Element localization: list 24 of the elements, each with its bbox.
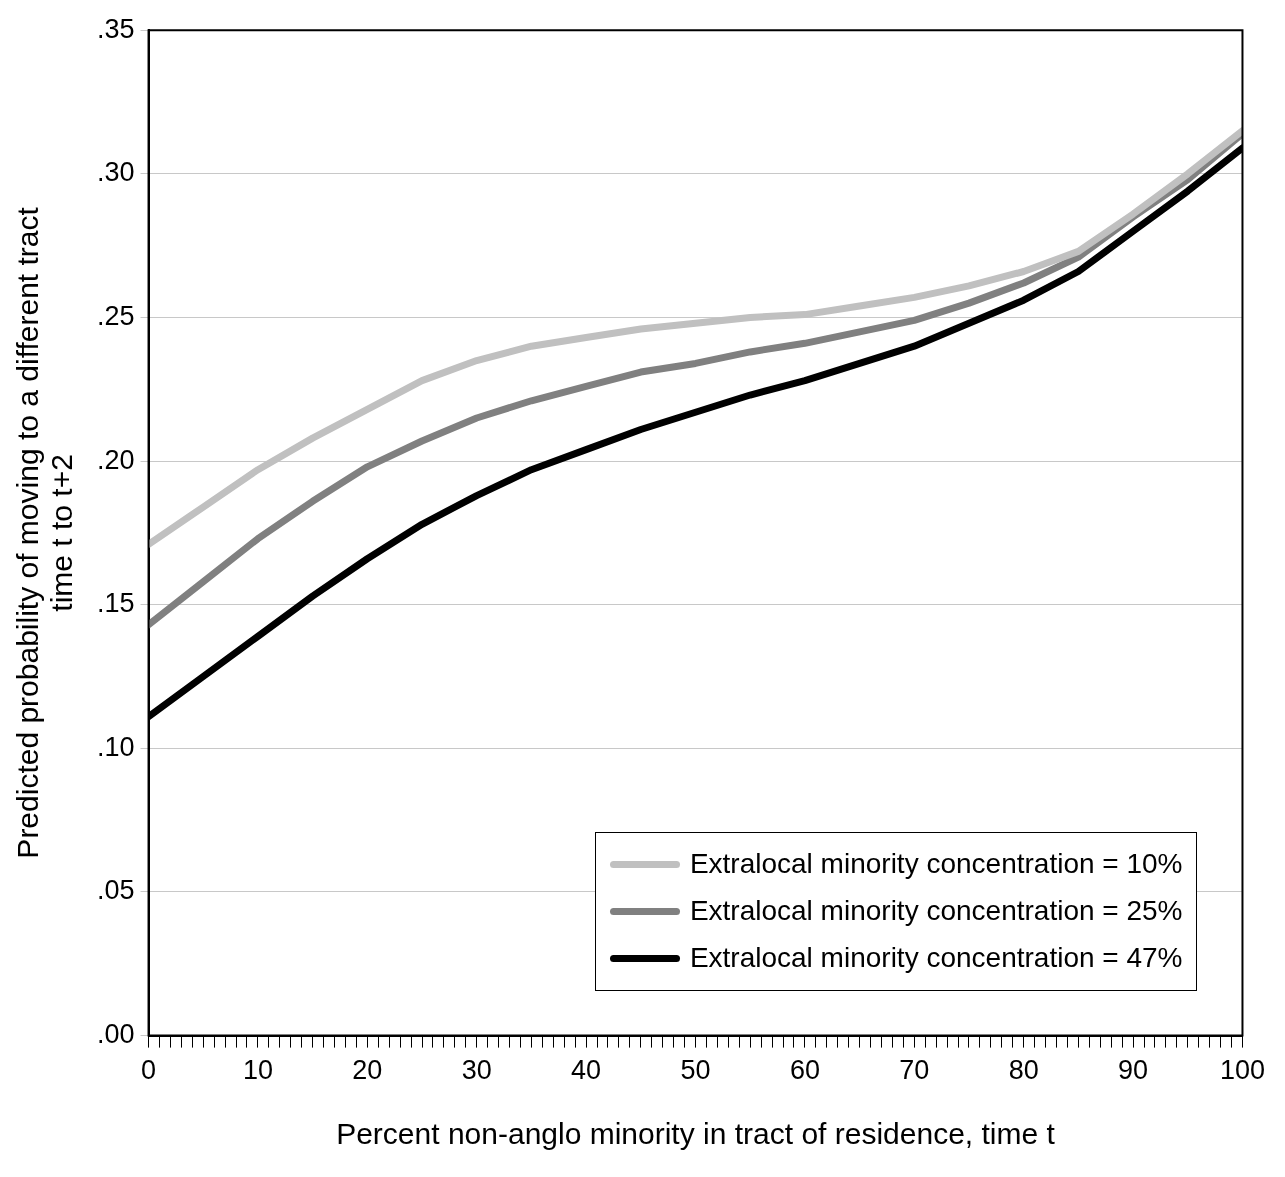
y-tick-label: .35	[96, 13, 135, 44]
y-tick-label: .10	[96, 731, 135, 762]
x-tick-label: 10	[242, 1055, 273, 1086]
x-tick-label: 40	[571, 1055, 602, 1086]
y-tick-label: .25	[96, 300, 135, 331]
y-tick-label: .00	[96, 1019, 135, 1050]
y-tick-label: .15	[96, 588, 135, 619]
x-tick-label: 90	[1118, 1055, 1149, 1086]
y-tick-label: .20	[96, 444, 135, 475]
legend-label: Extralocal minority concentration = 25%	[689, 895, 1183, 928]
x-tick-label: 100	[1219, 1055, 1266, 1086]
x-tick-label: 0	[141, 1055, 157, 1086]
x-tick-label: 80	[1008, 1055, 1039, 1086]
y-axis-title: Predicted probability of moving to a different tract time t to t+2	[10, 206, 79, 859]
x-tick-label: 50	[680, 1055, 711, 1086]
y-tick-label: .30	[96, 157, 135, 188]
y-tick-label: .05	[96, 875, 135, 906]
x-tick-label: 60	[789, 1055, 820, 1086]
legend-label: Extralocal minority concentration = 47%	[689, 942, 1183, 975]
x-axis-title: Percent non-anglo minority in tract of residence, time t	[336, 1117, 1056, 1151]
x-tick-label: 70	[899, 1055, 930, 1086]
x-tick-label: 20	[352, 1055, 383, 1086]
x-tick-label: 30	[461, 1055, 492, 1086]
legend-label: Extralocal minority concentration = 10%	[689, 848, 1183, 881]
